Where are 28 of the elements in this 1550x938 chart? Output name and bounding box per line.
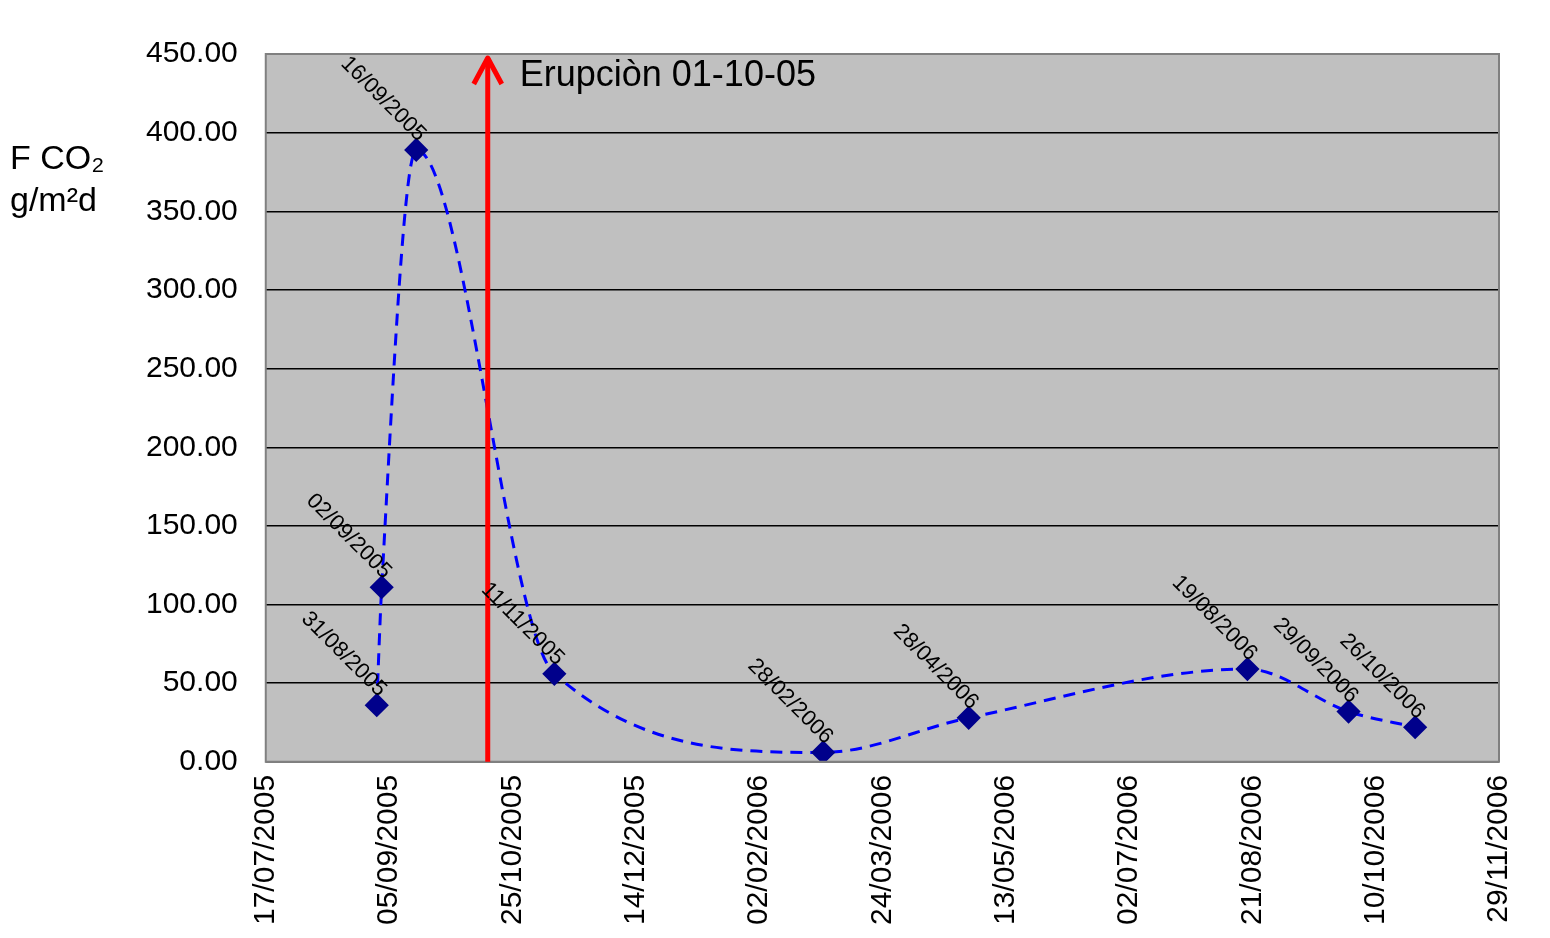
x-tick-label: 02/07/2006 bbox=[1110, 774, 1144, 926]
point bbox=[365, 693, 389, 717]
y-tick-label: 250.00 bbox=[145, 349, 238, 383]
x-tick-label: 05/09/2005 bbox=[370, 774, 404, 926]
x-tick-label: 29/11/2006 bbox=[1480, 774, 1514, 923]
y-tick-label: 350.00 bbox=[145, 192, 238, 226]
y-tick-label: 50.00 bbox=[162, 664, 238, 698]
point bbox=[1235, 657, 1259, 681]
y-tick-label: 450.00 bbox=[145, 35, 238, 69]
point bbox=[542, 662, 566, 686]
x-tick-label: 21/08/2006 bbox=[1233, 774, 1267, 926]
x-tick-label: 14/12/2005 bbox=[617, 774, 650, 926]
ref-line-label: Erupciòn 01-10-05 bbox=[519, 52, 816, 94]
y-tick-label: 200.00 bbox=[145, 428, 238, 462]
y-axis-title: F CO₂ g/m²d bbox=[10, 137, 106, 220]
x-tick-label: 24/03/2006 bbox=[863, 774, 897, 926]
y-tick-label: 400.00 bbox=[145, 113, 238, 147]
y-tick-label: 150.00 bbox=[145, 507, 238, 541]
x-tick-label: 13/05/2006 bbox=[986, 774, 1020, 926]
y-tick-label: 300.00 bbox=[145, 271, 238, 305]
y-tick-label: 100.00 bbox=[145, 585, 238, 619]
y-tick-label: 0.00 bbox=[179, 743, 238, 777]
x-tick-label: 17/07/2005 bbox=[247, 774, 281, 926]
x-tick-label: 02/02/2006 bbox=[740, 774, 774, 926]
point bbox=[957, 706, 981, 730]
x-tick-label: 25/10/2005 bbox=[493, 774, 527, 926]
x-tick-label: 10/10/2006 bbox=[1356, 774, 1390, 926]
point bbox=[404, 138, 428, 162]
